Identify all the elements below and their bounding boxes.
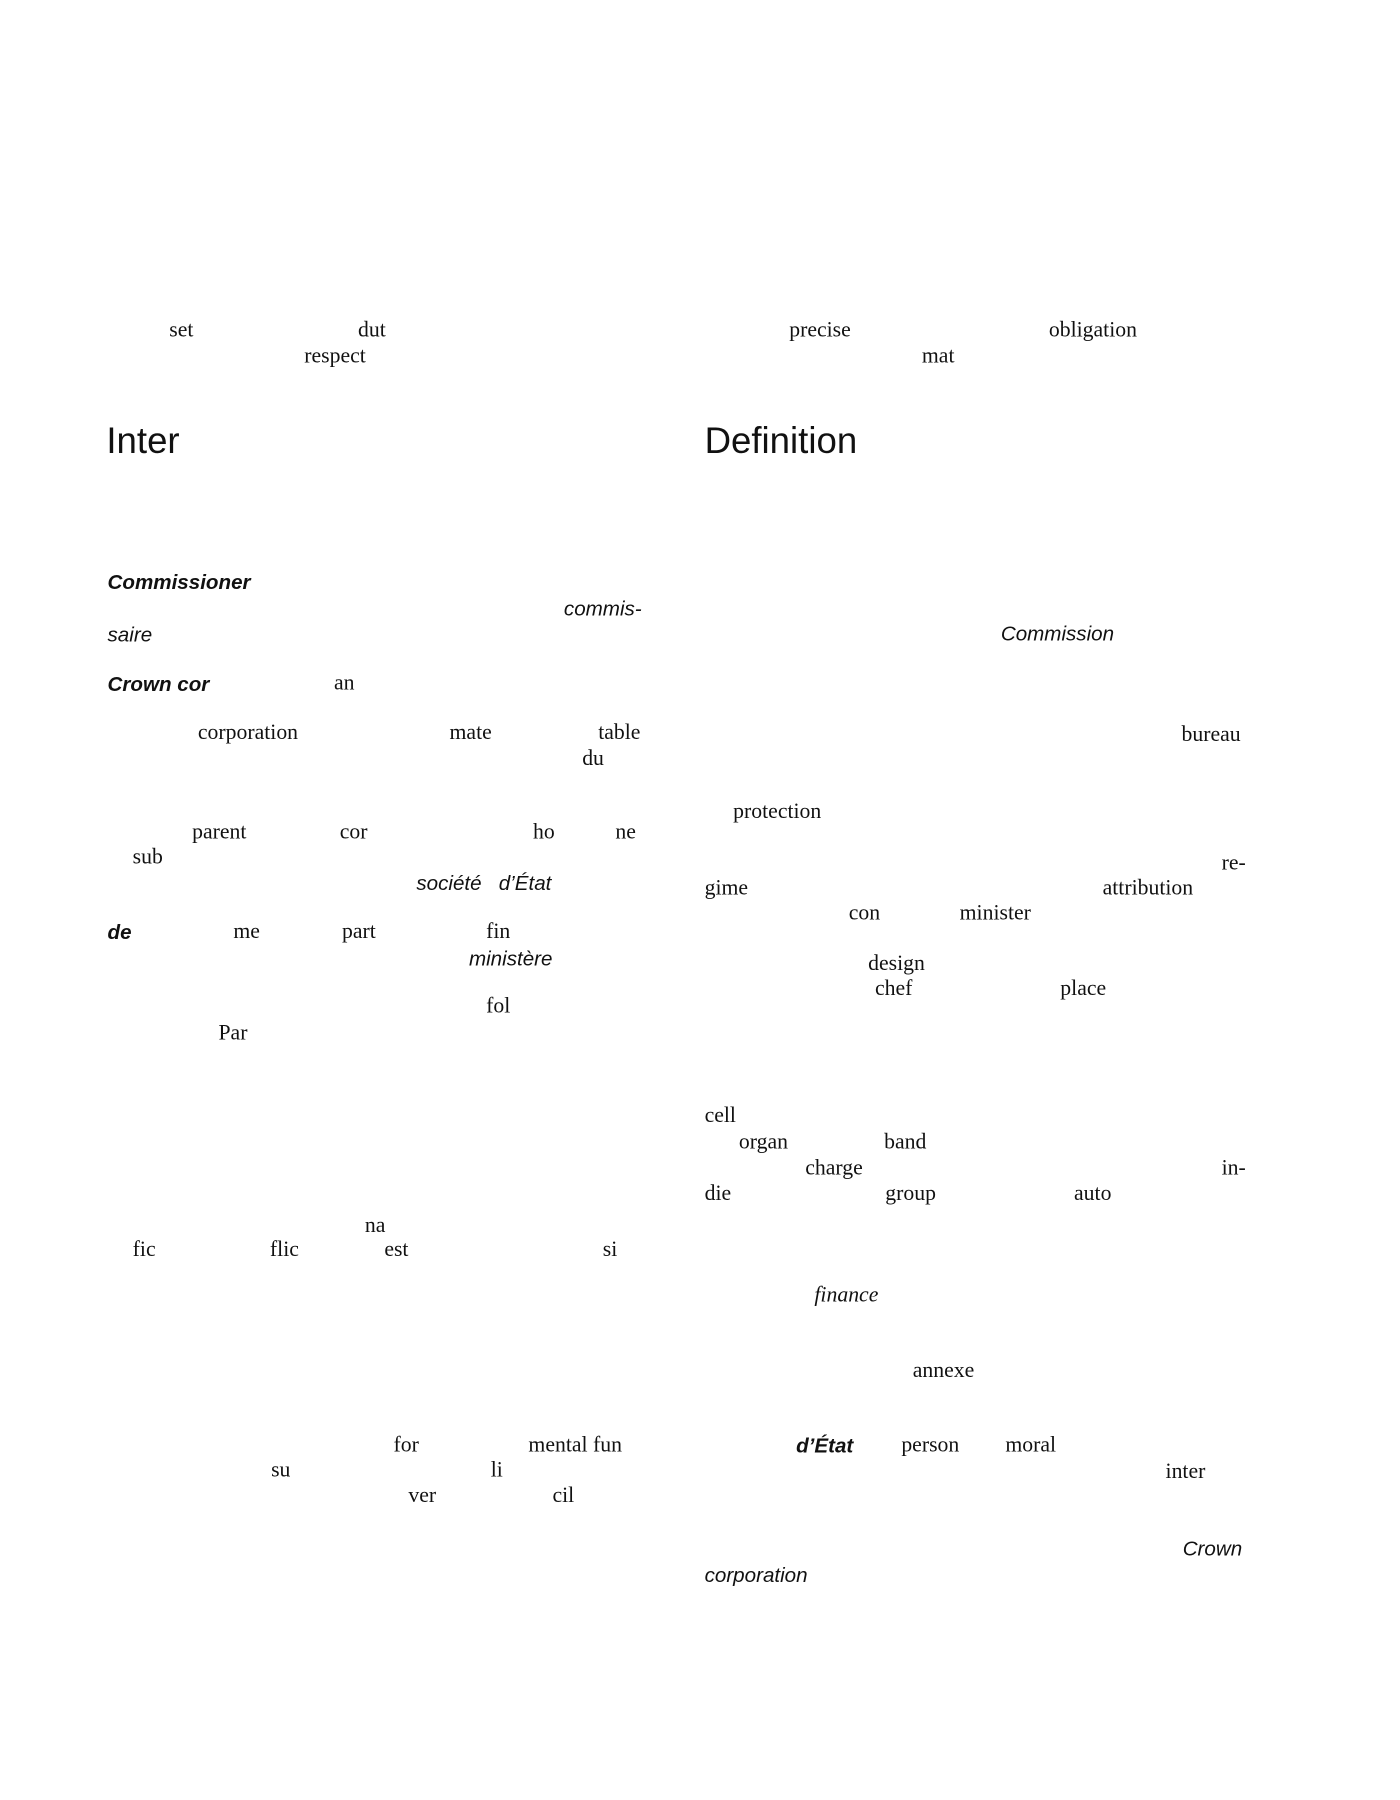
term: ministère [468, 947, 553, 970]
term: commis- [563, 597, 642, 620]
term: d’État [796, 1434, 854, 1458]
word: band [884, 1130, 927, 1155]
word: annexe [912, 1358, 975, 1383]
word: in- [1221, 1156, 1246, 1181]
word: cor [339, 820, 368, 845]
word: flic [269, 1237, 299, 1262]
word: auto [1074, 1181, 1112, 1206]
heading-inter: Inter [106, 419, 180, 461]
term: Commission [1000, 622, 1115, 646]
word: sub [132, 845, 163, 870]
word: moral [1005, 1433, 1057, 1458]
word: ver [408, 1483, 437, 1508]
word: fic [132, 1237, 156, 1262]
word: ne [615, 820, 636, 845]
word: an [333, 671, 355, 696]
word: ho [533, 820, 555, 845]
word: inter [1165, 1459, 1206, 1484]
word: protection [733, 799, 822, 824]
word: li [490, 1458, 503, 1483]
word: gime [704, 876, 749, 901]
word: du [582, 746, 604, 771]
term: corporation [704, 1563, 808, 1587]
term: société d’État [416, 871, 552, 895]
word: su [271, 1458, 291, 1483]
word: precise [789, 317, 851, 342]
word: fin [486, 919, 511, 944]
word: cell [704, 1103, 736, 1128]
word: mental fun [528, 1433, 622, 1458]
word: re- [1221, 850, 1246, 876]
word: part [341, 919, 376, 944]
term: Commissioner [107, 570, 251, 594]
heading-definition: Definition [704, 419, 858, 461]
word: si [602, 1237, 618, 1262]
word: fol [486, 993, 511, 1018]
word: corporation [197, 720, 299, 745]
word: obligation [1048, 317, 1138, 342]
word: place [1060, 976, 1107, 1001]
word: cil [552, 1483, 575, 1508]
word: set [169, 317, 194, 342]
word: design [868, 951, 925, 976]
word: chef [875, 976, 913, 1001]
word: con [848, 901, 881, 926]
word: mate [449, 720, 492, 745]
word: minister [959, 901, 1031, 926]
word: na [364, 1213, 386, 1238]
word: attribution [1102, 876, 1194, 901]
word: for [393, 1433, 419, 1458]
word: group [885, 1181, 937, 1206]
word: me [233, 919, 260, 944]
word: respect [304, 344, 366, 369]
term: saire [107, 623, 153, 647]
word: die [704, 1181, 732, 1206]
term: de [107, 920, 132, 944]
word: table [598, 720, 641, 745]
word: parent [192, 820, 247, 845]
word: bureau [1181, 722, 1241, 747]
word: person [901, 1433, 960, 1458]
word: dut [358, 317, 386, 342]
word: Par [218, 1021, 248, 1046]
word: organ [738, 1130, 788, 1155]
term: Crown cor [107, 672, 210, 696]
term: finance [814, 1283, 879, 1308]
word: charge [805, 1156, 863, 1181]
word: mat [921, 344, 955, 369]
word: est [384, 1237, 409, 1262]
term: Crown [1182, 1537, 1243, 1561]
